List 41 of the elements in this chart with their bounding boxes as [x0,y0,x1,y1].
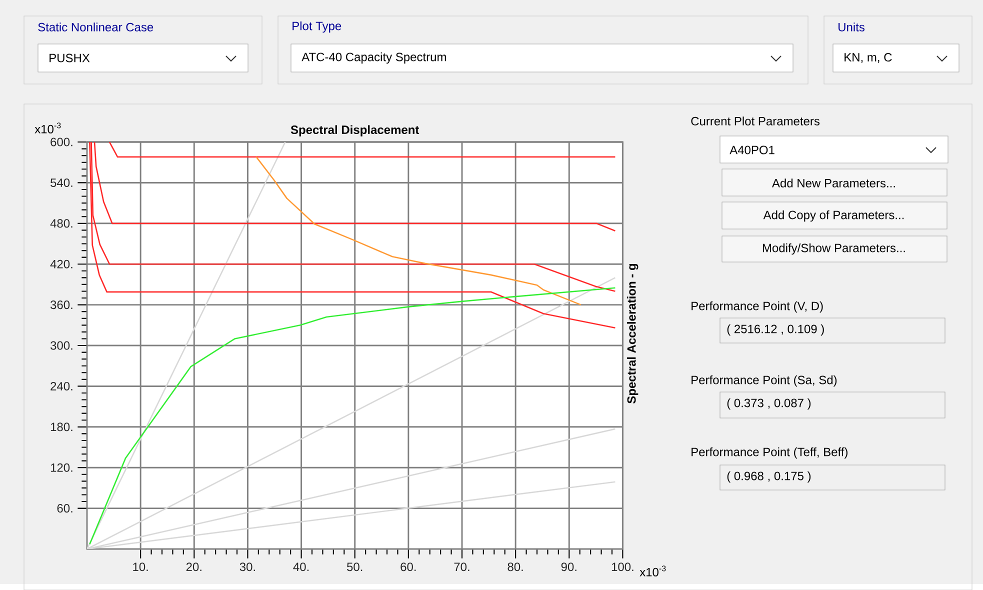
y-tick-label: 120. [50,463,72,472]
text: PUSHX [50,54,90,62]
text: Units [838,22,864,32]
x-tick-label: 70. [454,562,470,571]
text: ( 0.373 , 0.087 ) [727,398,811,410]
text: Current Plot Parameters [691,116,820,126]
text: Add New Parameters... [772,178,895,188]
y-tick-label: 240. [50,382,72,390]
text: KN, m, C [844,52,892,63]
x-axis-title: Spectral Displacement [290,125,420,136]
text: Modify/Show Parameters... [762,243,905,254]
text: x10$^{-3}$ [34,122,61,134]
text: Performance Point (Teff, Beff) [692,447,848,458]
y-tick-label: 600. [50,138,72,146]
x-tick-label: 90. [561,562,576,571]
x-tick-label: 50. [346,562,362,571]
y-tick-label: 540. [50,178,72,187]
y-tick-label: 480. [50,219,72,228]
y-axis-title: Spectral Acceleration - g [626,264,638,404]
y-tick-label: 360. [50,300,72,309]
x-tick-label: 60. [400,562,416,571]
text: ( 0.968 , 0.175 ) [727,471,811,482]
text: A40PO1 [730,146,774,154]
text: x10$^{-3}$ [640,565,666,576]
text: Performance Point (V, D) [692,301,823,312]
x-tick-label: 10. [133,562,148,571]
x-tick-label: 80. [508,562,523,571]
text: Add Copy of Parameters... [763,210,904,222]
x-tick-label: 20. [186,562,202,571]
text: Static Nonlinear Case [38,22,154,32]
y-tick-label: 180. [50,422,72,432]
text: ( 2516.12 , 0.109 ) [727,324,824,336]
text: Plot Type [292,21,342,32]
x-tick-label: 30. [240,562,255,571]
x-tick-label: 40. [293,562,309,571]
x-tick-label: 100. [612,562,634,571]
y-tick-label: 300. [50,341,72,350]
y-tick-label: 60. [57,504,72,512]
text: Performance Point (Sa, Sd) [692,375,837,386]
text: ATC-40 Capacity Spectrum [302,52,446,64]
y-tick-label: 420. [50,260,72,268]
